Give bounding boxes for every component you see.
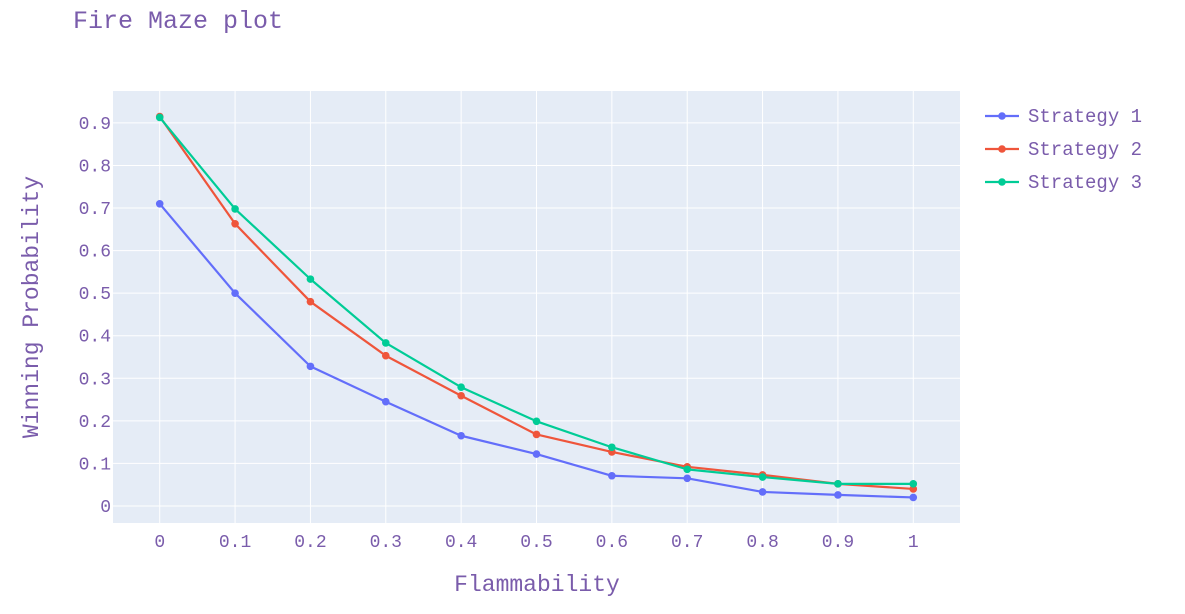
data-point[interactable] <box>457 431 465 440</box>
legend-label: Strategy 3 <box>1028 172 1142 194</box>
data-point[interactable] <box>231 289 239 297</box>
y-axis-ticks: 0 0.1 0.2 0.3 0.4 0.5 0.6 0.7 0.8 0.9 <box>79 115 111 518</box>
x-tick-label: 0.1 <box>219 533 251 553</box>
x-tick-label: 0.2 <box>294 533 326 553</box>
y-tick-label: 0 <box>100 498 111 518</box>
data-point[interactable] <box>608 443 616 452</box>
y-tick-label: 0.3 <box>79 370 111 390</box>
x-tick-label: 0.6 <box>596 533 628 553</box>
x-tick-label: 1 <box>908 533 919 553</box>
series-lines <box>155 112 918 502</box>
data-point[interactable] <box>608 471 616 480</box>
y-axis-title: Winning Probability <box>19 176 45 438</box>
x-axis-ticks: 0 0.1 0.2 0.3 0.4 0.5 0.6 0.7 0.8 0.9 1 <box>154 533 918 553</box>
legend-item-strategy-1[interactable]: Strategy 1 <box>985 106 1142 128</box>
y-tick-label: 0.7 <box>79 200 111 220</box>
data-point[interactable] <box>306 297 315 306</box>
data-point[interactable] <box>381 339 390 347</box>
legend-item-strategy-3[interactable]: Strategy 3 <box>985 172 1142 194</box>
x-tick-label: 0.4 <box>445 533 477 553</box>
data-point[interactable] <box>683 465 692 474</box>
legend-item-strategy-2[interactable]: Strategy 2 <box>985 139 1142 161</box>
x-tick-label: 0.3 <box>370 533 402 553</box>
y-tick-label: 0.5 <box>79 285 111 305</box>
data-point[interactable] <box>834 491 842 499</box>
data-point[interactable] <box>231 219 239 228</box>
data-point[interactable] <box>909 480 918 488</box>
data-point[interactable] <box>457 391 465 400</box>
y-tick-label: 0.9 <box>79 115 111 135</box>
data-point[interactable] <box>683 474 692 483</box>
y-tick-label: 0.4 <box>79 328 111 348</box>
data-point[interactable] <box>381 397 390 406</box>
data-point[interactable] <box>155 199 164 208</box>
data-point[interactable] <box>381 351 390 360</box>
data-point[interactable] <box>155 113 164 122</box>
data-point[interactable] <box>758 473 767 481</box>
x-tick-label: 0 <box>154 533 165 553</box>
y-tick-label: 0.2 <box>79 413 111 433</box>
series-strategy-1[interactable] <box>155 199 918 502</box>
legend-marker-icon <box>998 145 1006 153</box>
data-point[interactable] <box>306 275 315 283</box>
y-tick-label: 0.6 <box>79 243 111 263</box>
legend-marker-icon <box>998 178 1006 186</box>
chart-title: Fire Maze plot <box>73 7 283 36</box>
legend[interactable]: Strategy 1 Strategy 2 Strategy 3 <box>985 106 1142 194</box>
legend-marker-icon <box>998 112 1006 120</box>
legend-label: Strategy 1 <box>1028 106 1142 128</box>
data-point[interactable] <box>532 417 541 426</box>
data-point[interactable] <box>532 430 541 439</box>
data-point[interactable] <box>834 480 842 488</box>
x-tick-label: 0.5 <box>520 533 552 553</box>
data-point[interactable] <box>231 205 239 213</box>
data-point[interactable] <box>457 383 465 392</box>
data-point[interactable] <box>306 362 315 371</box>
y-tick-label: 0.8 <box>79 157 111 177</box>
data-point[interactable] <box>758 488 767 496</box>
data-point[interactable] <box>909 493 918 502</box>
x-tick-label: 0.8 <box>746 533 778 553</box>
x-axis-title: Flammability <box>454 572 620 598</box>
series-strategy-3[interactable] <box>155 113 918 488</box>
y-tick-label: 0.1 <box>79 455 111 475</box>
x-tick-label: 0.7 <box>671 533 703 553</box>
x-tick-label: 0.9 <box>822 533 854 553</box>
data-point[interactable] <box>532 450 541 458</box>
legend-label: Strategy 2 <box>1028 139 1142 161</box>
